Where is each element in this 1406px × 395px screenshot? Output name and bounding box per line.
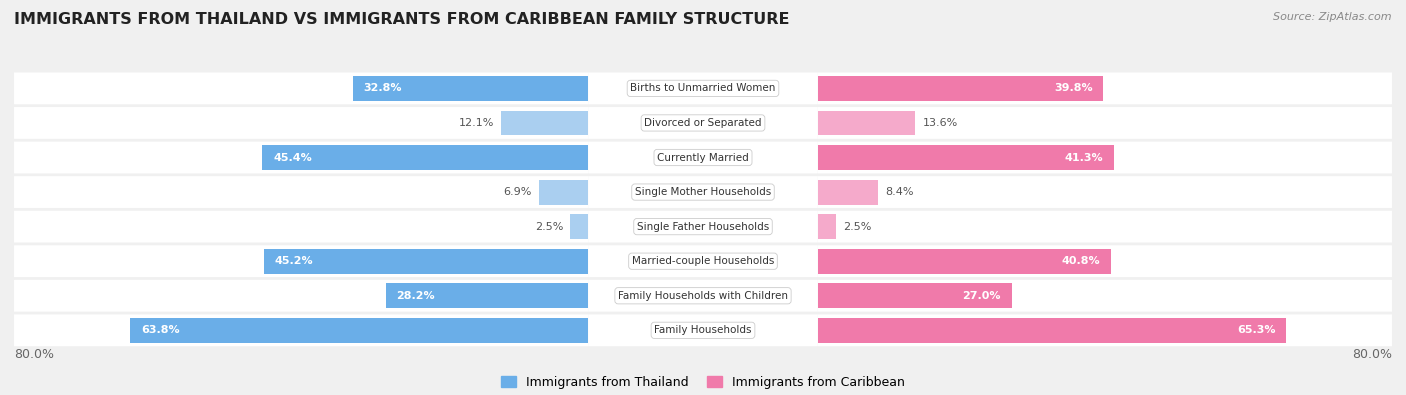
FancyBboxPatch shape: [14, 211, 588, 243]
FancyBboxPatch shape: [818, 72, 1392, 104]
Text: Single Mother Households: Single Mother Households: [636, 187, 770, 197]
Text: 13.6%: 13.6%: [922, 118, 957, 128]
Text: Source: ZipAtlas.com: Source: ZipAtlas.com: [1274, 12, 1392, 22]
Bar: [818, 76, 1104, 101]
Bar: [353, 76, 588, 101]
Bar: [538, 180, 588, 205]
Text: Divorced or Separated: Divorced or Separated: [644, 118, 762, 128]
Text: 12.1%: 12.1%: [458, 118, 494, 128]
FancyBboxPatch shape: [588, 245, 818, 277]
FancyBboxPatch shape: [588, 107, 818, 139]
Text: Family Households with Children: Family Households with Children: [619, 291, 787, 301]
Bar: [818, 318, 1286, 343]
Text: Married-couple Households: Married-couple Households: [631, 256, 775, 266]
FancyBboxPatch shape: [818, 245, 1392, 277]
Text: 8.4%: 8.4%: [886, 187, 914, 197]
FancyBboxPatch shape: [588, 72, 818, 104]
Text: 41.3%: 41.3%: [1064, 152, 1104, 162]
Bar: [502, 111, 588, 135]
Bar: [263, 145, 588, 170]
Text: 40.8%: 40.8%: [1062, 256, 1099, 266]
FancyBboxPatch shape: [14, 72, 588, 104]
FancyBboxPatch shape: [818, 176, 1392, 208]
Bar: [818, 249, 1111, 274]
FancyBboxPatch shape: [818, 314, 1392, 346]
FancyBboxPatch shape: [588, 176, 818, 208]
Text: 28.2%: 28.2%: [396, 291, 436, 301]
FancyBboxPatch shape: [818, 211, 1392, 243]
Text: 45.2%: 45.2%: [274, 256, 314, 266]
Text: 80.0%: 80.0%: [1353, 348, 1392, 361]
Bar: [264, 249, 588, 274]
Text: 27.0%: 27.0%: [962, 291, 1001, 301]
FancyBboxPatch shape: [588, 211, 818, 243]
Text: Single Father Households: Single Father Households: [637, 222, 769, 231]
Bar: [818, 145, 1114, 170]
Text: 2.5%: 2.5%: [534, 222, 562, 231]
Text: 32.8%: 32.8%: [364, 83, 402, 93]
Text: 2.5%: 2.5%: [844, 222, 872, 231]
Text: 39.8%: 39.8%: [1054, 83, 1092, 93]
Text: 80.0%: 80.0%: [14, 348, 53, 361]
Bar: [818, 214, 835, 239]
FancyBboxPatch shape: [588, 280, 818, 312]
Bar: [818, 180, 879, 205]
Text: 45.4%: 45.4%: [273, 152, 312, 162]
Bar: [818, 283, 1011, 308]
FancyBboxPatch shape: [588, 141, 818, 173]
FancyBboxPatch shape: [14, 176, 588, 208]
FancyBboxPatch shape: [818, 107, 1392, 139]
FancyBboxPatch shape: [818, 280, 1392, 312]
Text: Births to Unmarried Women: Births to Unmarried Women: [630, 83, 776, 93]
Bar: [385, 283, 588, 308]
FancyBboxPatch shape: [14, 280, 588, 312]
FancyBboxPatch shape: [14, 245, 588, 277]
Text: IMMIGRANTS FROM THAILAND VS IMMIGRANTS FROM CARIBBEAN FAMILY STRUCTURE: IMMIGRANTS FROM THAILAND VS IMMIGRANTS F…: [14, 12, 790, 27]
Bar: [131, 318, 588, 343]
FancyBboxPatch shape: [14, 141, 588, 173]
Legend: Immigrants from Thailand, Immigrants from Caribbean: Immigrants from Thailand, Immigrants fro…: [501, 376, 905, 389]
Bar: [818, 111, 915, 135]
FancyBboxPatch shape: [14, 314, 588, 346]
Bar: [571, 214, 588, 239]
Text: 6.9%: 6.9%: [503, 187, 531, 197]
Text: 65.3%: 65.3%: [1237, 325, 1275, 335]
FancyBboxPatch shape: [14, 107, 588, 139]
FancyBboxPatch shape: [588, 314, 818, 346]
Text: 63.8%: 63.8%: [141, 325, 180, 335]
Text: Currently Married: Currently Married: [657, 152, 749, 162]
Text: Family Households: Family Households: [654, 325, 752, 335]
FancyBboxPatch shape: [818, 141, 1392, 173]
